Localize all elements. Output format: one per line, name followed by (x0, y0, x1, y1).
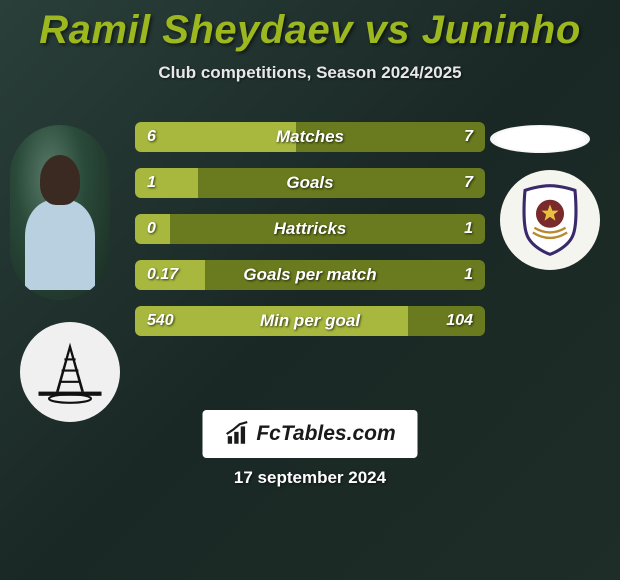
club-left-badge (20, 322, 120, 422)
stat-row: Matches6 7 (135, 122, 485, 152)
stat-value-left: 1 (147, 168, 156, 198)
stat-value-left: 0.17 (147, 260, 178, 290)
oil-derrick-icon (35, 337, 105, 407)
stat-label: Matches (135, 122, 485, 152)
page-title: Ramil Sheydaev vs Juninho (0, 0, 620, 53)
stat-row: Goals1 7 (135, 168, 485, 198)
brand-text: FcTables.com (256, 422, 395, 446)
date-text: 17 september 2024 (0, 468, 620, 488)
stat-label: Goals (135, 168, 485, 198)
player-right-portrait (490, 125, 590, 153)
stat-value-left: 6 (147, 122, 156, 152)
stat-value-left: 0 (147, 214, 156, 244)
brand-badge[interactable]: FcTables.com (203, 410, 418, 458)
stat-row: Hattricks0 1 (135, 214, 485, 244)
subtitle: Club competitions, Season 2024/2025 (0, 63, 620, 83)
stat-value-right: 7 (464, 122, 473, 152)
stat-value-right: 1 (464, 260, 473, 290)
shield-crest-icon (511, 181, 589, 259)
stat-label: Hattricks (135, 214, 485, 244)
stats-bars: Matches67Goals17Hattricks01Goals per mat… (135, 122, 485, 352)
stat-value-right: 104 (446, 306, 473, 336)
club-right-badge (500, 170, 600, 270)
stat-value-right: 1 (464, 214, 473, 244)
stat-value-right: 7 (464, 168, 473, 198)
chart-icon (224, 421, 250, 447)
stat-label: Min per goal (135, 306, 485, 336)
player-left-portrait (10, 125, 110, 300)
stat-row: Min per goal540 104 (135, 306, 485, 336)
stat-label: Goals per match (135, 260, 485, 290)
stat-row: Goals per match0.17 1 (135, 260, 485, 290)
stat-value-left: 540 (147, 306, 174, 336)
